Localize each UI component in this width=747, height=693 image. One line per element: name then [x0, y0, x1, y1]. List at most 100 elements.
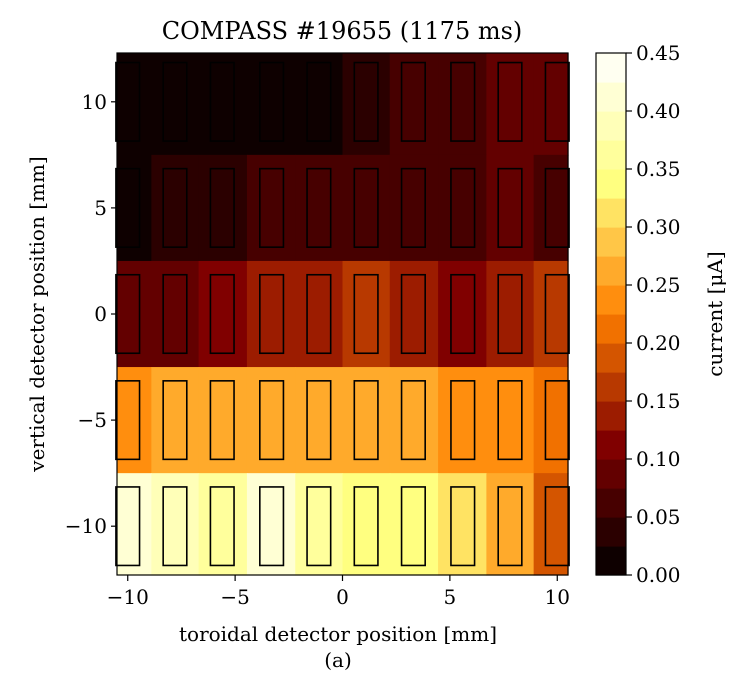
x-tick-label: −10: [107, 585, 149, 609]
detector-box: [353, 61, 379, 142]
detector-box: [450, 486, 476, 567]
detector-box: [497, 61, 523, 142]
y-tick-label: 5: [94, 196, 107, 220]
detector-box: [353, 380, 379, 461]
colorbar-band: [596, 314, 626, 344]
detector-box: [209, 486, 235, 567]
detector-box: [400, 61, 426, 142]
detector-box: [209, 167, 235, 248]
y-tick-label: −10: [65, 514, 107, 538]
detector-box: [353, 273, 379, 355]
colorbar-tick-label: 0.05: [636, 505, 681, 529]
colorbar-band: [596, 517, 626, 547]
detector-box: [259, 167, 285, 248]
detector-box: [400, 486, 426, 567]
detector-box: [162, 380, 188, 461]
x-tick-label: 5: [444, 585, 457, 609]
detector-box: [544, 167, 570, 248]
detector-box: [497, 380, 523, 461]
x-tick-label: 0: [336, 585, 349, 609]
detector-box: [209, 61, 235, 142]
colorbar-band: [596, 488, 626, 518]
detector-box: [115, 486, 141, 567]
colorbar-band: [596, 227, 626, 257]
detector-box: [259, 486, 285, 567]
detector-box: [209, 273, 235, 355]
detector-box: [544, 61, 570, 142]
x-tick-label: −5: [220, 585, 249, 609]
detector-box: [450, 273, 476, 355]
colorbar-band: [596, 111, 626, 141]
detector-box: [162, 273, 188, 355]
x-axis: −10 −5 0 5 10: [107, 575, 570, 609]
colorbar-label: current [μA]: [703, 251, 727, 376]
colorbar-tick-label: 0.35: [636, 157, 681, 181]
detector-box: [497, 486, 523, 567]
detector-box: [306, 486, 332, 567]
detector-box: [400, 273, 426, 355]
y-axis-label: vertical detector position [mm]: [25, 156, 49, 472]
colorbar-band: [596, 430, 626, 460]
detector-box: [353, 486, 379, 567]
colorbar-band: [596, 53, 626, 83]
chart-title: COMPASS #19655 (1175 ms): [162, 17, 523, 45]
y-tick-label: −5: [78, 408, 107, 432]
detector-box: [259, 273, 285, 355]
detector-box: [400, 380, 426, 461]
plot-area: [115, 52, 570, 576]
detector-box: [353, 167, 379, 248]
colorbar-tick-label: 0.10: [636, 447, 681, 471]
colorbar-band: [596, 140, 626, 170]
detector-box: [544, 273, 570, 355]
colorbar-band: [596, 459, 626, 489]
detector-box: [306, 61, 332, 142]
colorbar-band: [596, 401, 626, 431]
y-tick-label: 0: [94, 302, 107, 326]
y-tick-label: 10: [82, 90, 107, 114]
y-axis: 10 5 0 −5 −10: [65, 90, 117, 538]
detector-box: [306, 273, 332, 355]
detector-box: [544, 486, 570, 567]
colorbar-band: [596, 169, 626, 199]
x-tick-label: 10: [545, 585, 570, 609]
detector-box: [115, 273, 141, 355]
colorbar-band: [596, 256, 626, 286]
detector-box: [162, 486, 188, 567]
detector-box: [259, 380, 285, 461]
colorbar-band: [596, 343, 626, 373]
detector-box: [306, 380, 332, 461]
colorbar-tick-label: 0.40: [636, 99, 681, 123]
detector-box: [497, 273, 523, 355]
colorbar-band: [596, 198, 626, 228]
figure-caption: (a): [324, 648, 352, 672]
detector-box: [259, 61, 285, 142]
detector-box: [115, 380, 141, 461]
colorbar-tick-label: 0.30: [636, 215, 681, 239]
colorbar-band: [596, 82, 626, 112]
colorbar-tick-label: 0.00: [636, 563, 681, 587]
detector-box: [400, 167, 426, 248]
detector-box: [544, 380, 570, 461]
colorbar-band: [596, 546, 626, 576]
colorbar: 0.00 0.05 0.10 0.15 0.20 0.25 0.30 0.35 0.40 0.45…: [595, 41, 727, 587]
detector-box: [162, 167, 188, 248]
detector-box: [162, 61, 188, 142]
colorbar-ticks: 0.00 0.05 0.10 0.15 0.20 0.25 0.30 0.35 0.40 0.45: [626, 41, 681, 587]
colorbar-tick-label: 0.25: [636, 273, 681, 297]
colorbar-tick-label: 0.45: [636, 41, 681, 65]
colorbar-tick-label: 0.20: [636, 331, 681, 355]
detector-box: [450, 167, 476, 248]
detector-boxes: [115, 61, 570, 567]
colorbar-band: [596, 285, 626, 315]
x-axis-label: toroidal detector position [mm]: [179, 622, 497, 646]
colorbar-band: [596, 372, 626, 402]
detector-box: [115, 61, 141, 142]
detector-box: [209, 380, 235, 461]
detector-box: [450, 61, 476, 142]
colorbar-frame: [595, 52, 627, 576]
colorbar-bands: [596, 53, 626, 576]
detector-box: [306, 167, 332, 248]
detector-box: [497, 167, 523, 248]
detector-box: [115, 167, 141, 248]
